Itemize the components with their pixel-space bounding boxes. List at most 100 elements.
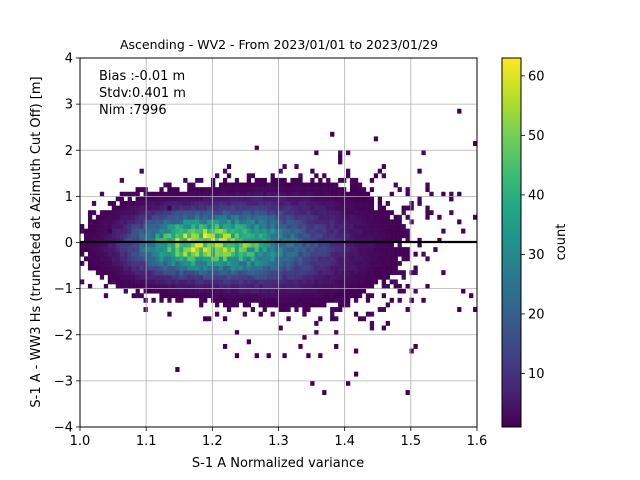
heatmap-cell bbox=[373, 242, 379, 248]
heatmap-cell bbox=[143, 260, 148, 266]
heatmap-cell bbox=[345, 265, 351, 271]
heatmap-cell bbox=[119, 228, 124, 234]
heatmap-cell bbox=[143, 270, 148, 276]
heatmap-cell bbox=[294, 260, 299, 266]
heatmap-cell bbox=[179, 210, 184, 216]
heatmap-cell bbox=[195, 210, 200, 216]
heatmap-cell bbox=[318, 224, 323, 229]
heatmap-cell bbox=[234, 274, 240, 280]
heatmap-cell bbox=[278, 219, 283, 225]
heatmap-cell bbox=[191, 196, 196, 202]
heatmap-cell bbox=[211, 293, 216, 299]
heatmap-cell bbox=[163, 279, 168, 285]
heatmap-cell bbox=[377, 205, 383, 211]
heatmap-cell bbox=[191, 191, 196, 197]
heatmap-cell bbox=[326, 284, 331, 289]
heatmap-cell bbox=[306, 237, 311, 243]
heatmap-cell bbox=[334, 288, 339, 294]
heatmap-cell bbox=[361, 270, 367, 276]
heatmap-cell bbox=[302, 233, 307, 239]
heatmap-cell bbox=[115, 274, 120, 280]
heatmap-cell bbox=[95, 260, 101, 266]
heatmap-cell bbox=[159, 224, 164, 229]
heatmap-cell bbox=[349, 214, 355, 220]
heatmap-cell bbox=[274, 182, 279, 188]
heatmap-cell bbox=[389, 224, 394, 229]
heatmap-cell bbox=[334, 182, 339, 188]
heatmap-cell bbox=[274, 214, 279, 220]
heatmap-cell bbox=[322, 256, 327, 262]
heatmap-cell bbox=[183, 256, 188, 262]
heatmap-cell bbox=[413, 270, 418, 276]
heatmap-cell bbox=[314, 214, 319, 220]
heatmap-cell bbox=[334, 274, 339, 280]
heatmap-cell bbox=[310, 182, 315, 188]
heatmap-cell bbox=[345, 288, 351, 294]
heatmap-cell bbox=[345, 297, 351, 303]
heatmap-cell bbox=[155, 210, 160, 216]
heatmap-cell bbox=[203, 214, 208, 220]
heatmap-cell bbox=[107, 237, 113, 243]
heatmap-cell bbox=[159, 242, 164, 248]
heatmap-cell bbox=[107, 274, 113, 280]
heatmap-cell bbox=[262, 293, 267, 299]
heatmap-cell bbox=[111, 260, 117, 266]
heatmap-cell bbox=[83, 228, 89, 234]
heatmap-cell bbox=[357, 274, 363, 280]
heatmap-cell bbox=[230, 279, 236, 285]
heatmap-cell bbox=[322, 242, 327, 248]
outlier-cell bbox=[334, 343, 339, 349]
heatmap-cell bbox=[258, 247, 263, 253]
heatmap-cell bbox=[238, 187, 244, 193]
heatmap-cell bbox=[274, 187, 279, 193]
heatmap-cell bbox=[127, 214, 132, 220]
heatmap-cell bbox=[131, 284, 136, 289]
heatmap-cell bbox=[373, 270, 379, 276]
heatmap-cell bbox=[294, 256, 299, 262]
heatmap-cell bbox=[290, 279, 295, 285]
heatmap-cell bbox=[234, 219, 240, 225]
heatmap-cell bbox=[103, 224, 109, 229]
heatmap-cell bbox=[246, 237, 252, 243]
heatmap-cell bbox=[302, 256, 307, 262]
heatmap-cell bbox=[338, 293, 343, 299]
heatmap-cell bbox=[345, 260, 351, 266]
heatmap-cell bbox=[377, 224, 383, 229]
heatmap-cell bbox=[369, 270, 375, 276]
heatmap-cell bbox=[349, 196, 355, 202]
heatmap-cell bbox=[254, 228, 259, 234]
heatmap-cell bbox=[417, 196, 422, 202]
heatmap-cell bbox=[326, 233, 331, 239]
heatmap-cell bbox=[147, 196, 152, 202]
heatmap-cell bbox=[401, 288, 406, 294]
heatmap-cell bbox=[334, 251, 339, 257]
heatmap-cell bbox=[274, 293, 279, 299]
heatmap-cell bbox=[203, 270, 208, 276]
heatmap-cell bbox=[314, 233, 319, 239]
heatmap-cell bbox=[266, 265, 271, 271]
heatmap-cell bbox=[222, 182, 228, 188]
heatmap-cell bbox=[230, 247, 236, 253]
heatmap-cell bbox=[405, 191, 410, 197]
heatmap-cell bbox=[218, 279, 224, 285]
heatmap-cell bbox=[111, 214, 117, 220]
heatmap-cell bbox=[338, 159, 343, 165]
heatmap-cell bbox=[278, 242, 283, 248]
heatmap-cell bbox=[266, 205, 271, 211]
heatmap-cell bbox=[207, 205, 212, 211]
heatmap-cell bbox=[357, 219, 363, 225]
heatmap-cell bbox=[187, 191, 192, 197]
heatmap-cell bbox=[258, 177, 263, 183]
heatmap-cell bbox=[242, 224, 248, 229]
heatmap-cell bbox=[365, 210, 371, 216]
heatmap-cell bbox=[171, 247, 176, 253]
heatmap-cell bbox=[234, 196, 240, 202]
heatmap-cell bbox=[127, 210, 132, 216]
heatmap-cell bbox=[91, 233, 97, 239]
heatmap-cell bbox=[155, 224, 160, 229]
heatmap-cell bbox=[199, 270, 204, 276]
heatmap-cell bbox=[91, 219, 97, 225]
heatmap-cell bbox=[222, 293, 228, 299]
heatmap-cell bbox=[377, 196, 383, 202]
heatmap-cell bbox=[302, 242, 307, 248]
